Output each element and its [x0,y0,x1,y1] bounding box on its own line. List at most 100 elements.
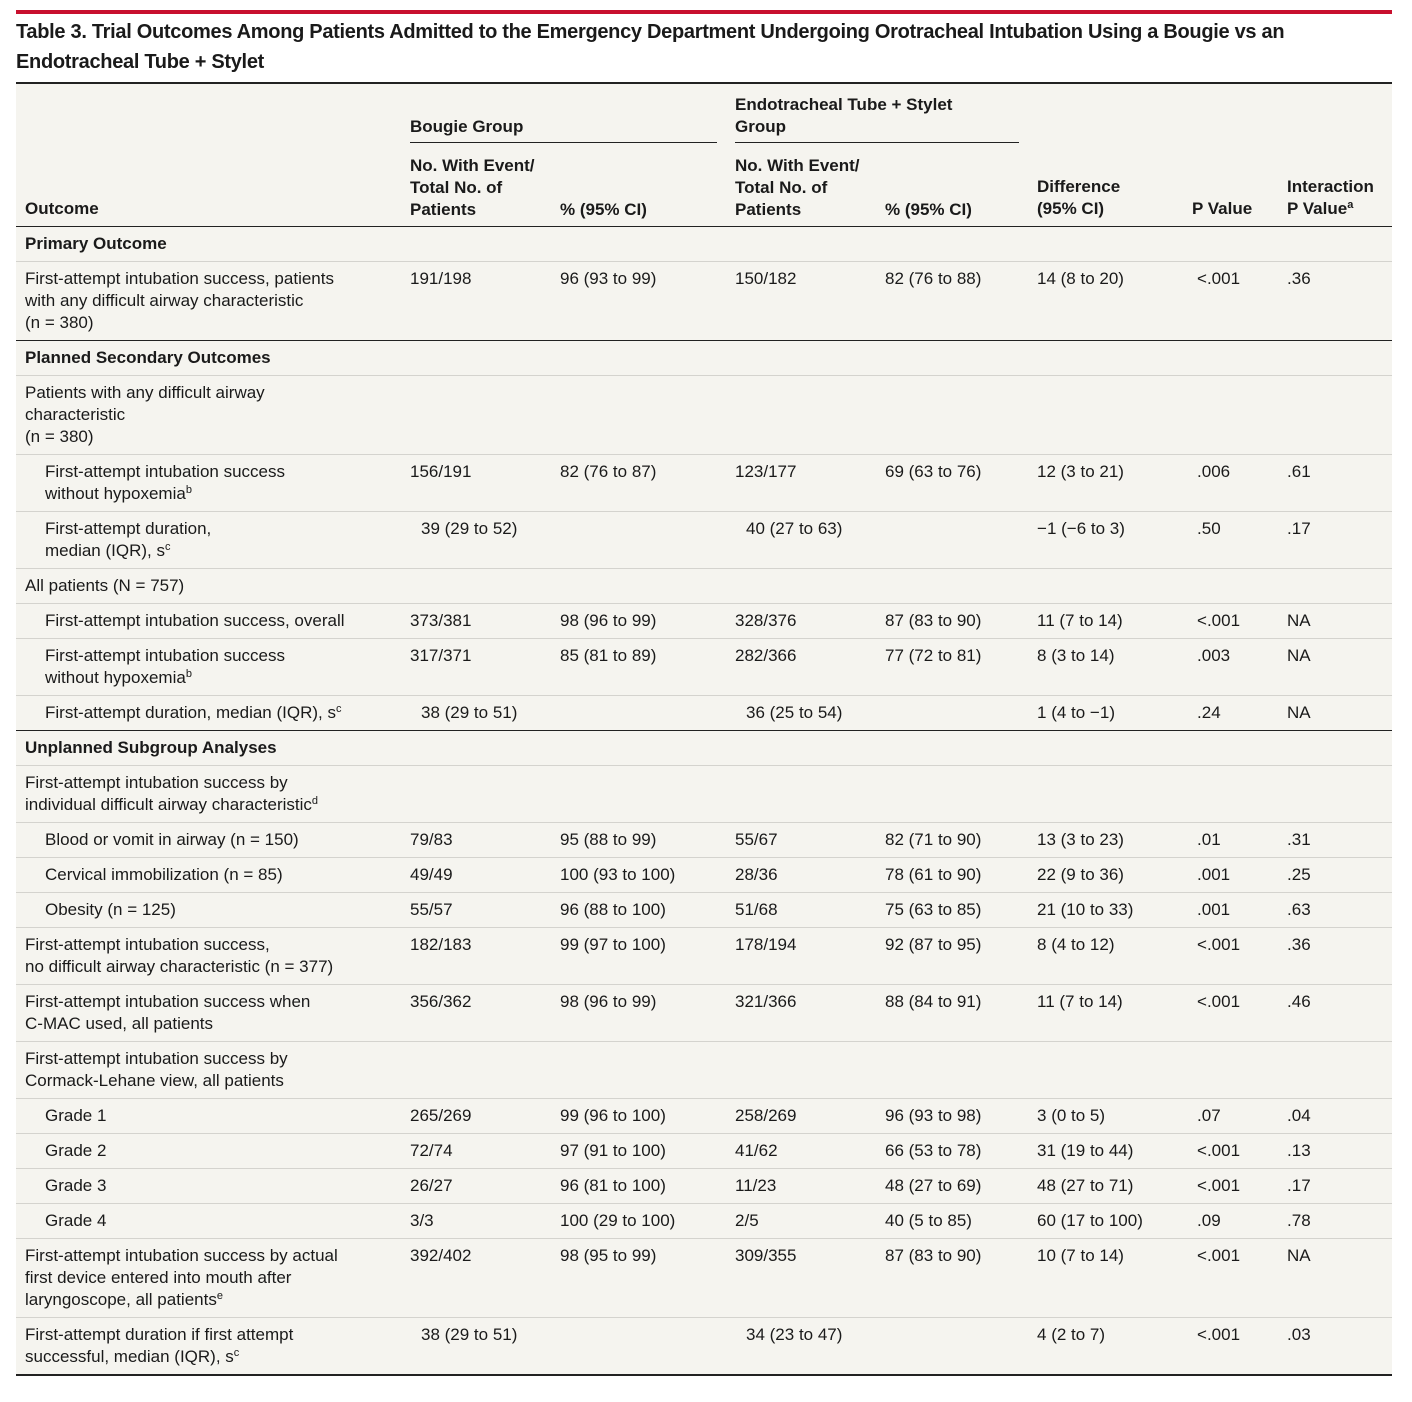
ett-percent: 82 (76 to 88) [885,269,982,288]
ett-percent-cell: 96 (93 to 98) [876,1099,1028,1134]
ett-count: 321/366 [735,992,797,1011]
header-text: Endotracheal Tube + Stylet Group [735,95,953,136]
data-row: Grade 4 3/3 100 (29 to 100) 2/5 40 (5 to 85)… [16,1203,1393,1239]
interaction-p-cell: .03 [1278,1318,1392,1376]
difference-cell: 4 (2 to 7) [1028,1318,1183,1376]
label-line: First-attempt intubation success by actu… [25,1245,392,1267]
p-value-cell: .006 [1183,455,1278,512]
label-text: First-attempt intubation success when [25,992,311,1011]
ett-count-cell: 150/182 [726,262,876,341]
ett-count-cell: 2/5 [726,1204,876,1239]
label-line: without hypoxemiab [45,667,392,689]
bougie-count: 392/402 [410,1246,472,1265]
p-value: <.001 [1197,1246,1241,1265]
difference-cell: 10 (7 to 14) [1028,1239,1183,1318]
label-line: First-attempt duration, median (IQR), sc [45,702,392,724]
label-text: Grade 4 [45,1211,107,1230]
data-row: Grade 2 72/74 97 (91 to 100) 41/62 66 (53 to… [16,1133,1393,1169]
interaction-p-cell: .04 [1278,1099,1392,1134]
p-value: .001 [1197,865,1231,884]
difference-cell: 1 (4 to −1) [1028,696,1183,731]
ett-percent-cell: 77 (72 to 81) [876,639,1028,696]
bougie-percent-cell: 98 (95 to 99) [551,1239,726,1318]
interaction-p: .03 [1287,1325,1311,1344]
outcome-cell: Blood or vomit in airway (n = 150) [16,823,401,858]
interaction-p-cell: NA [1278,639,1392,696]
ett-percent: 87 (83 to 90) [885,1246,982,1265]
label-text: First-attempt intubation success by [25,773,288,792]
header-cell: Difference (95% CI) [1028,83,1183,227]
data-row: First-attempt intubation success without … [16,454,1393,512]
label-line: Patients with any difficult airway [25,382,1383,404]
label-line: Cervical immobilization (n = 85) [45,864,392,886]
bougie-percent-cell: 98 (96 to 99) [551,604,726,639]
bougie-percent-cell: 100 (93 to 100) [551,858,726,893]
p-value-cell: <.001 [1183,604,1278,639]
outcome-cell: Obesity (n = 125) [16,893,401,928]
bougie-count: 49/49 [410,865,453,884]
label-line: First-attempt intubation success, [25,934,392,956]
p-value: .24 [1197,703,1221,722]
group-row: Patients with any difficult airway charac… [16,375,1393,455]
outcome-cell: First-attempt intubation success without … [16,455,401,512]
data-row: Cervical immobilization (n = 85) 49/49 100… [16,857,1393,893]
interaction-p: .31 [1287,830,1311,849]
label-line: Planned Secondary Outcomes [25,347,1383,369]
data-row: Grade 3 26/27 96 (81 to 100) 11/23 48 (27 to… [16,1168,1393,1204]
outcome-cell: First-attempt intubation success by actu… [16,1239,401,1318]
label-line: Primary Outcome [25,233,1383,255]
ett-count: 150/182 [735,269,797,288]
difference-cell: 31 (19 to 44) [1028,1134,1183,1169]
label-text: Blood or vomit in airway (n = 150) [45,830,299,849]
label-text: Planned Secondary Outcomes [25,348,271,367]
label-line: First-attempt duration if first attempt [25,1324,392,1346]
interaction-p: NA [1287,646,1311,665]
bougie-median-cell: 38 (29 to 51) [401,1318,726,1376]
footnote-mark: d [311,795,319,807]
label-text: Obesity (n = 125) [45,900,176,919]
label-text: laryngoscope, all patients [25,1290,217,1309]
difference: 1 (4 to −1) [1037,703,1115,722]
p-value-cell: <.001 [1183,1239,1278,1318]
bougie-percent-cell: 82 (76 to 87) [551,455,726,512]
bougie-percent-cell: 97 (91 to 100) [551,1134,726,1169]
bougie-count-cell: 265/269 [401,1099,551,1134]
difference-cell: 11 (7 to 14) [1028,604,1183,639]
bougie-count: 72/74 [410,1141,453,1160]
ett-percent-cell: 88 (84 to 91) [876,985,1028,1042]
bougie-percent-cell: 98 (96 to 99) [551,985,726,1042]
label-line: with any difficult airway characteristic [25,290,392,312]
label-text: First-attempt intubation success, [25,935,270,954]
label-text: first device entered into mouth after [25,1268,292,1287]
outcome-cell: All patients (N = 757) [16,569,1392,604]
section-row: Unplanned Subgroup Analyses [16,730,1393,766]
outcome-cell: Cervical immobilization (n = 85) [16,858,401,893]
ett-percent: 75 (63 to 85) [885,900,982,919]
interaction-p: .04 [1287,1106,1311,1125]
label-line: first device entered into mouth after [25,1267,392,1289]
outcome-cell: First-attempt intubation success without … [16,639,401,696]
bougie-percent-cell: 95 (88 to 99) [551,823,726,858]
label-line: successful, median (IQR), sc [25,1346,392,1368]
bougie-percent-cell: 96 (88 to 100) [551,893,726,928]
label-text: Cormack-Lehane view, all patients [25,1071,284,1090]
bougie-count-cell: 49/49 [401,858,551,893]
table-title: Table 3. Trial Outcomes Among Patients A… [16,21,1285,73]
difference: 60 (17 to 100) [1037,1211,1143,1230]
difference: 8 (3 to 14) [1037,646,1115,665]
outcomes-table: Outcome Bougie Group Endotracheal Tube +… [16,82,1393,1376]
p-value: .50 [1197,519,1221,538]
label-text: no difficult airway characteristic (n = … [25,957,334,976]
label-text: without hypoxemia [45,484,186,503]
difference-cell: 3 (0 to 5) [1028,1099,1183,1134]
bougie-median-cell: 39 (29 to 52) [401,512,726,569]
bougie-percent: 95 (88 to 99) [560,830,657,849]
label-line: First-attempt intubation success by [25,1048,1383,1070]
p-value: .006 [1197,462,1231,481]
label-text: median (IQR), s [45,541,165,560]
label-line: Blood or vomit in airway (n = 150) [45,829,392,851]
bougie-count: 182/183 [410,935,472,954]
label-text: First-attempt intubation success, overal… [45,611,345,630]
label-line: C-MAC used, all patients [25,1013,392,1035]
